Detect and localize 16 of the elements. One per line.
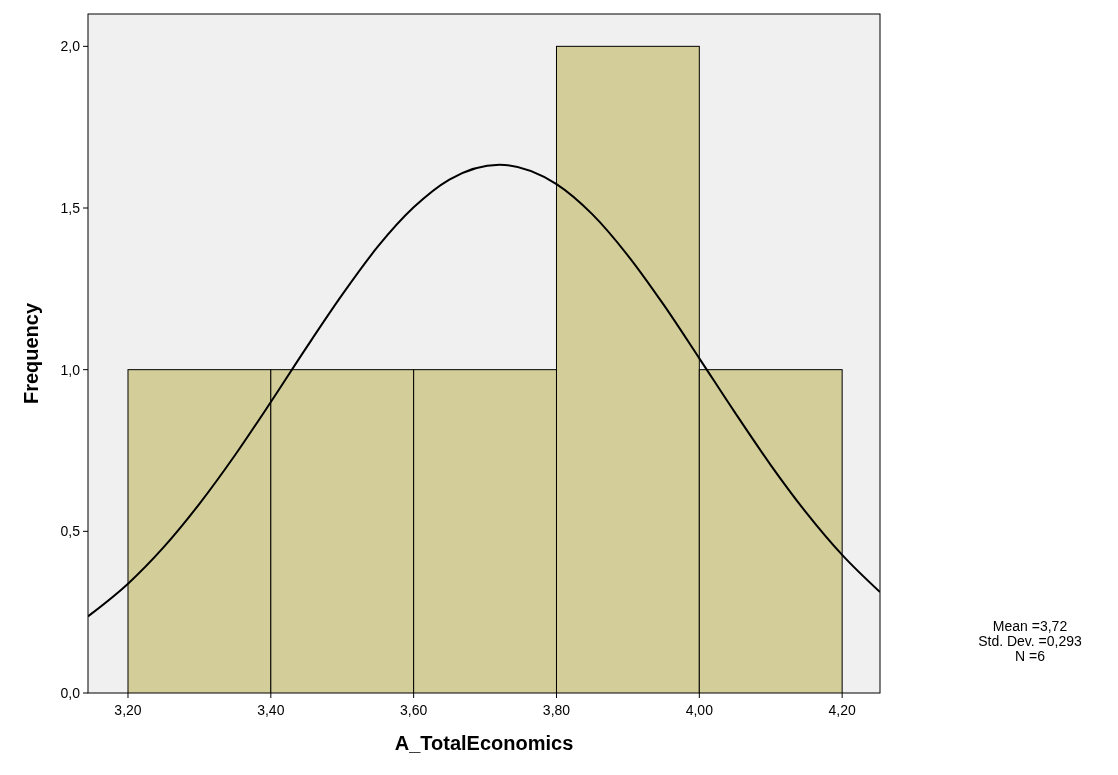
- y-tick-label: 1,0: [60, 361, 81, 378]
- x-tick-label: 3,40: [257, 702, 285, 718]
- x-axis-title: A_TotalEconomics: [394, 732, 574, 754]
- text: N =6: [1015, 648, 1046, 664]
- x-tick-label: 4,00: [685, 702, 714, 718]
- x-tick-label: 3,20: [114, 702, 142, 718]
- x-tick-label: 3,60: [400, 702, 428, 718]
- x-tick-label: 4,20: [828, 702, 856, 718]
- text: Std. Dev. =0,293: [978, 633, 1083, 649]
- y-axis-title: Frequency: [20, 302, 42, 405]
- x-tick-label: 3,80: [542, 702, 571, 718]
- y-tick-label: 2,0: [60, 38, 81, 55]
- y-tick-label: 0,0: [60, 685, 81, 701]
- y-tick-label: 1,5: [60, 200, 81, 216]
- text: Mean =3,72: [992, 618, 1068, 634]
- y-tick-label: 0,5: [60, 523, 81, 540]
